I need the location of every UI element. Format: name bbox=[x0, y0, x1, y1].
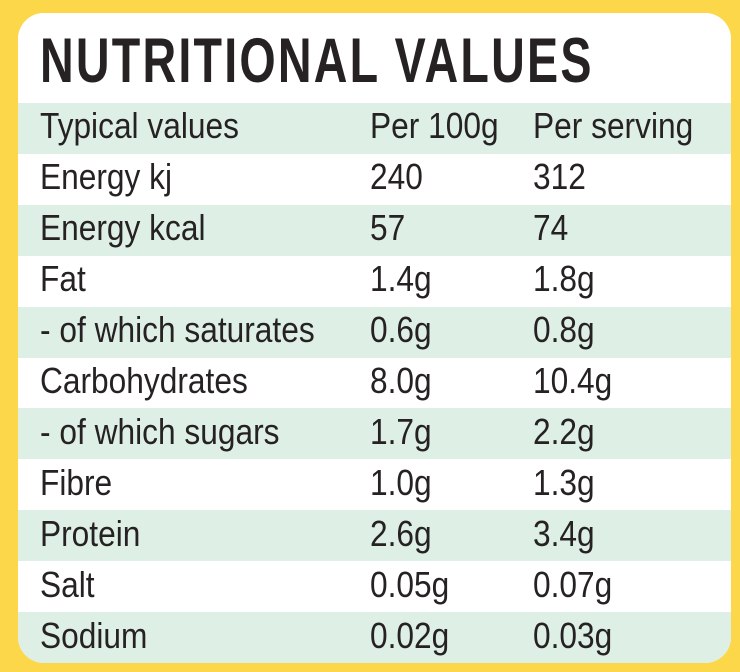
row-label: Sodium bbox=[40, 614, 148, 656]
row-per-serving: 10.4g bbox=[533, 359, 613, 401]
table-header-row: Typical values Per 100g Per serving bbox=[18, 103, 731, 154]
row-per-serving: 74 bbox=[533, 207, 569, 249]
row-label: Salt bbox=[40, 563, 95, 605]
row-label: Fibre bbox=[40, 461, 113, 503]
row-per-serving: 3.4g bbox=[533, 512, 595, 554]
row-per-serving: 0.07g bbox=[533, 563, 613, 605]
row-per-100g: 1.0g bbox=[370, 461, 432, 503]
table-row-fat: Fat 1.4g 1.8g bbox=[18, 255, 731, 307]
row-per-serving: 0.8g bbox=[533, 309, 595, 351]
row-per-serving: 312 bbox=[533, 156, 586, 198]
column-header-typical-values: Typical values bbox=[40, 105, 239, 147]
row-per-100g: 1.7g bbox=[370, 410, 432, 452]
row-per-100g: 1.4g bbox=[370, 258, 432, 300]
row-label: Energy kcal bbox=[40, 207, 206, 249]
row-per-serving: 1.8g bbox=[533, 258, 595, 300]
row-per-serving: 1.3g bbox=[533, 461, 595, 503]
row-label: Carbohydrates bbox=[40, 359, 248, 401]
page-title: NUTRITIONAL VALUES bbox=[40, 25, 594, 96]
table-row-carbohydrates: Carbohydrates 8.0g 10.4g bbox=[18, 357, 731, 409]
row-per-serving: 2.2g bbox=[533, 410, 595, 452]
table-row-protein: Protein 2.6g 3.4g bbox=[18, 510, 731, 562]
table-row-energy-kcal: Energy kcal 57 74 bbox=[18, 204, 731, 256]
table-row-fibre: Fibre 1.0g 1.3g bbox=[18, 459, 731, 511]
row-per-100g: 240 bbox=[370, 156, 423, 198]
row-per-100g: 8.0g bbox=[370, 359, 432, 401]
row-label: - of which saturates bbox=[40, 309, 315, 351]
row-label: - of which sugars bbox=[40, 410, 280, 452]
row-per-100g: 0.6g bbox=[370, 309, 432, 351]
table-row-salt: Salt 0.05g 0.07g bbox=[18, 561, 731, 613]
table-row-energy-kj: Energy kj 240 312 bbox=[18, 153, 731, 205]
row-per-100g: 2.6g bbox=[370, 512, 432, 554]
row-label: Fat bbox=[40, 258, 86, 300]
row-label: Protein bbox=[40, 512, 141, 554]
nutrition-table: Typical values Per 100g Per serving Ener… bbox=[18, 103, 731, 663]
column-header-per-100g: Per 100g bbox=[370, 105, 499, 147]
title-area: NUTRITIONAL VALUES bbox=[18, 13, 731, 103]
row-label: Energy kj bbox=[40, 156, 173, 198]
row-per-serving: 0.03g bbox=[533, 614, 613, 656]
table-row-sodium: Sodium 0.02g 0.03g bbox=[18, 612, 731, 663]
nutrition-card: NUTRITIONAL VALUES Typical values Per 10… bbox=[18, 13, 731, 663]
row-per-100g: 0.05g bbox=[370, 563, 450, 605]
column-header-per-serving: Per serving bbox=[533, 105, 694, 147]
table-row-sugars: - of which sugars 1.7g 2.2g bbox=[18, 408, 731, 460]
row-per-100g: 0.02g bbox=[370, 614, 450, 656]
table-row-saturates: - of which saturates 0.6g 0.8g bbox=[18, 306, 731, 358]
row-per-100g: 57 bbox=[370, 207, 406, 249]
